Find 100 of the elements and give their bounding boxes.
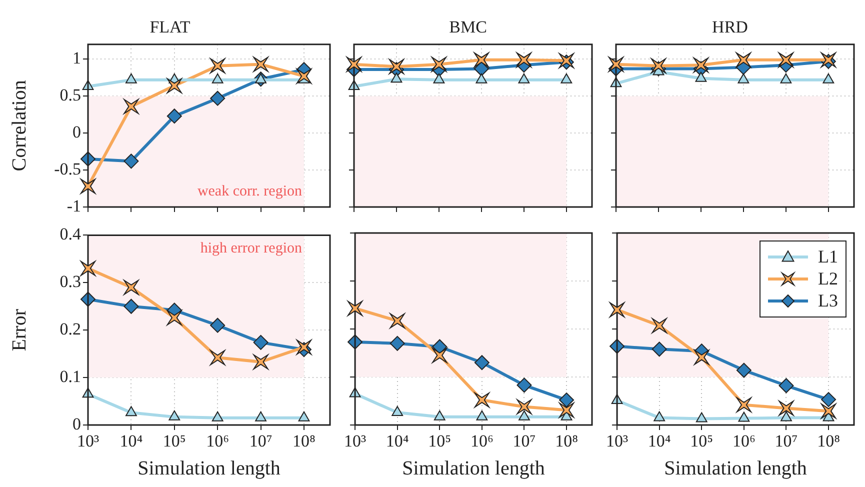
point <box>388 59 404 74</box>
point <box>126 406 137 416</box>
point <box>253 334 268 350</box>
x-axis-title: Simulation length <box>138 457 280 480</box>
x-tick-label: 10⁴ <box>386 432 409 451</box>
point <box>212 411 224 422</box>
point <box>124 298 139 314</box>
point <box>432 348 448 363</box>
point <box>210 90 226 106</box>
point <box>559 392 574 408</box>
point <box>652 318 667 334</box>
y-tick-label: 0.2 <box>60 320 81 339</box>
legend-label: L2 <box>818 268 838 289</box>
point <box>696 412 708 422</box>
x-tick-label: 10⁵ <box>690 432 714 451</box>
x-tick-label: 10⁸ <box>292 432 316 451</box>
point <box>124 280 139 295</box>
point <box>695 72 707 82</box>
point <box>516 378 532 393</box>
point <box>654 411 666 422</box>
y-tick-label: 0.4 <box>60 224 82 244</box>
point <box>738 412 750 422</box>
y-tick-label: 0.5 <box>60 86 81 105</box>
point <box>474 355 490 370</box>
point <box>392 406 404 416</box>
point <box>821 392 836 408</box>
point <box>346 56 362 72</box>
point <box>390 72 402 83</box>
chart-title: HRD <box>712 18 748 37</box>
point <box>559 402 574 418</box>
point <box>608 56 624 72</box>
point <box>822 73 834 84</box>
x-tick-label: 10⁷ <box>512 432 536 451</box>
point <box>780 411 792 422</box>
y-tick-label: 0.1 <box>60 367 81 386</box>
x-tick-label: 10⁶ <box>732 432 756 451</box>
point <box>390 313 405 328</box>
point <box>694 350 710 365</box>
chart-title: BMC <box>449 18 487 37</box>
x-tick-label: 10⁴ <box>120 432 143 451</box>
x-tick-label: 10⁸ <box>817 432 840 451</box>
point <box>168 410 180 420</box>
y-tick-label: 0 <box>72 414 81 434</box>
point <box>736 397 752 412</box>
point <box>736 52 751 68</box>
y-axis-title: Error <box>8 308 30 352</box>
point <box>166 310 182 326</box>
x-tick-label: 10⁸ <box>555 432 578 451</box>
point <box>126 73 137 84</box>
x-tick-label: 10⁵ <box>428 432 452 451</box>
y-tick-label: -0.5 <box>54 160 81 179</box>
point <box>433 73 445 84</box>
point <box>390 336 405 351</box>
x-tick-label: 10³ <box>76 432 100 451</box>
point <box>80 260 96 276</box>
point <box>298 411 310 422</box>
point <box>124 98 139 114</box>
point <box>124 154 139 169</box>
point <box>296 68 312 84</box>
point <box>166 78 182 94</box>
y-tick-label: 1 <box>72 48 81 68</box>
y-tick-label: 0 <box>72 122 81 142</box>
band-label: weak corr. region <box>197 183 302 200</box>
point <box>652 342 667 357</box>
point <box>518 410 530 420</box>
point <box>476 410 488 420</box>
point <box>738 73 750 84</box>
point <box>434 410 446 420</box>
point <box>253 56 268 72</box>
point <box>610 302 625 318</box>
chart-title: FLAT <box>150 18 191 37</box>
point <box>693 58 708 73</box>
point <box>560 73 572 84</box>
point <box>516 52 532 68</box>
y-axis-title: Correlation <box>8 80 30 172</box>
x-tick-label: 10⁵ <box>162 432 186 451</box>
point <box>821 404 836 419</box>
x-axis-title: Simulation length <box>664 457 807 480</box>
point <box>780 73 792 84</box>
band-label: high error region <box>200 240 302 257</box>
legend-label: L3 <box>818 290 838 311</box>
x-tick-label: 10³ <box>606 432 628 451</box>
point <box>80 178 96 194</box>
point <box>166 108 182 124</box>
point <box>210 318 226 333</box>
point <box>516 399 532 414</box>
x-tick-label: 10³ <box>344 432 366 451</box>
point <box>212 73 224 84</box>
point <box>210 58 226 74</box>
point <box>518 73 530 84</box>
point <box>431 56 446 72</box>
x-tick-label: 10⁴ <box>648 432 671 451</box>
point <box>348 300 363 316</box>
y-tick-label: -1 <box>66 196 81 216</box>
y-tick-label: 0.3 <box>60 272 81 292</box>
point <box>253 354 268 370</box>
point <box>210 350 226 366</box>
point <box>474 52 489 68</box>
x-tick-label: 10⁶ <box>206 432 230 451</box>
point <box>778 400 794 416</box>
